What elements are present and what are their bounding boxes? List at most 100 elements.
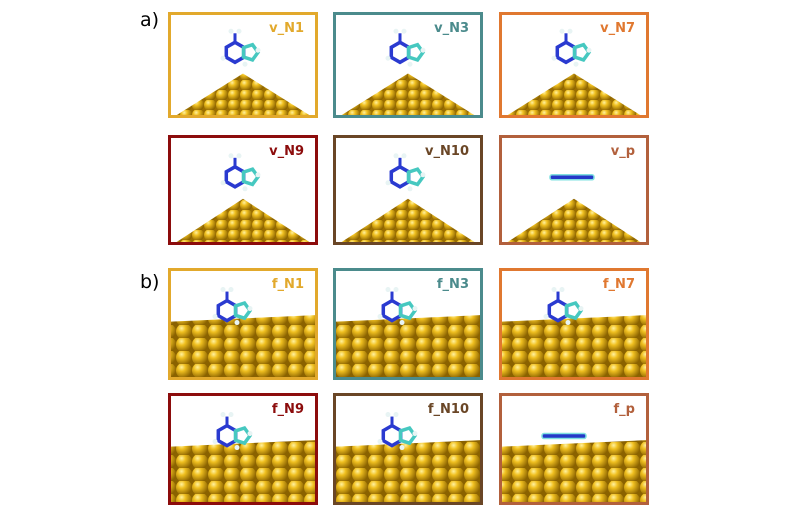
atom bbox=[234, 320, 240, 326]
panel bbox=[168, 268, 318, 380]
atom bbox=[385, 180, 391, 186]
atom bbox=[420, 47, 426, 53]
atom bbox=[543, 314, 549, 320]
molecule-ring bbox=[406, 42, 426, 62]
molecule-ring bbox=[406, 167, 426, 187]
molecule-ring bbox=[398, 425, 418, 446]
panel bbox=[333, 12, 483, 118]
panel-label: a) bbox=[140, 9, 159, 31]
panel-name: v_N3 bbox=[434, 21, 469, 36]
panel-border bbox=[333, 393, 483, 505]
panel-border bbox=[168, 12, 318, 118]
atom bbox=[220, 55, 226, 61]
atom bbox=[573, 61, 579, 67]
panel bbox=[499, 393, 649, 505]
molecule bbox=[549, 174, 595, 181]
atom bbox=[234, 445, 240, 451]
gold-slab bbox=[499, 440, 649, 505]
atom bbox=[551, 287, 557, 293]
panel bbox=[333, 268, 483, 380]
panel-name: f_N10 bbox=[428, 402, 469, 417]
panel bbox=[168, 12, 318, 118]
atom bbox=[212, 314, 218, 320]
gold-slab bbox=[168, 315, 318, 380]
atom bbox=[228, 153, 234, 159]
panel-border bbox=[168, 268, 318, 380]
panel-border bbox=[168, 135, 318, 245]
panel-name: f_N9 bbox=[272, 402, 304, 417]
panel-name: f_p bbox=[614, 402, 635, 417]
panel-border bbox=[333, 268, 483, 380]
panel-name: v_p bbox=[611, 144, 635, 159]
atom bbox=[412, 306, 418, 312]
panel-border bbox=[499, 393, 649, 505]
atom bbox=[255, 47, 261, 53]
panel-name: f_N7 bbox=[603, 277, 635, 292]
atom bbox=[551, 55, 557, 61]
atom bbox=[236, 153, 242, 159]
atom bbox=[559, 28, 565, 34]
atom bbox=[578, 306, 584, 312]
atom bbox=[377, 439, 383, 445]
panel bbox=[499, 12, 649, 118]
gold-slab bbox=[168, 440, 318, 505]
atom bbox=[236, 28, 242, 34]
atom bbox=[567, 28, 573, 34]
atom bbox=[220, 180, 226, 186]
atom bbox=[228, 412, 234, 418]
panel bbox=[333, 393, 483, 505]
atom bbox=[407, 186, 413, 192]
atom bbox=[220, 412, 226, 418]
gold-slab bbox=[499, 315, 649, 380]
atom bbox=[242, 61, 248, 67]
atom bbox=[242, 186, 248, 192]
panel-border bbox=[333, 12, 483, 118]
atom bbox=[586, 47, 592, 53]
panel-border bbox=[168, 393, 318, 505]
atom bbox=[393, 287, 399, 293]
panel-name: v_N7 bbox=[600, 21, 635, 36]
panel bbox=[168, 393, 318, 505]
molecule-ring bbox=[241, 167, 261, 187]
atom bbox=[255, 172, 261, 178]
gold-slab bbox=[333, 440, 483, 505]
gold-pyramid bbox=[172, 73, 314, 118]
atom bbox=[247, 431, 253, 437]
molecule-ring bbox=[564, 300, 584, 321]
panel-name: v_N9 bbox=[269, 144, 304, 159]
atom bbox=[393, 412, 399, 418]
molecule-ring bbox=[572, 42, 592, 62]
gold-pyramid bbox=[503, 198, 645, 245]
atom bbox=[377, 314, 383, 320]
atom bbox=[559, 287, 565, 293]
molecule-ring bbox=[233, 425, 253, 446]
atom bbox=[385, 287, 391, 293]
gold-pyramid bbox=[337, 198, 479, 245]
gold-slab bbox=[333, 315, 483, 380]
atom bbox=[420, 172, 426, 178]
gold-pyramid bbox=[503, 73, 645, 118]
atom bbox=[228, 28, 234, 34]
atom bbox=[401, 153, 407, 159]
panel bbox=[499, 268, 649, 380]
atom bbox=[385, 55, 391, 61]
atom bbox=[385, 412, 391, 418]
panel-name: f_N1 bbox=[272, 277, 304, 292]
panel-name: f_N3 bbox=[437, 277, 469, 292]
atom bbox=[393, 28, 399, 34]
atom bbox=[565, 320, 571, 326]
atom bbox=[212, 439, 218, 445]
molecule bbox=[541, 432, 587, 440]
atom bbox=[399, 320, 405, 326]
gold-pyramid bbox=[337, 73, 479, 118]
atom bbox=[401, 28, 407, 34]
atom bbox=[220, 287, 226, 293]
molecule-ring bbox=[233, 300, 253, 321]
atom bbox=[247, 306, 253, 312]
panel bbox=[168, 135, 318, 245]
atom bbox=[228, 287, 234, 293]
panel bbox=[333, 135, 483, 245]
panel-border bbox=[499, 135, 649, 245]
molecule-ring bbox=[241, 42, 261, 62]
